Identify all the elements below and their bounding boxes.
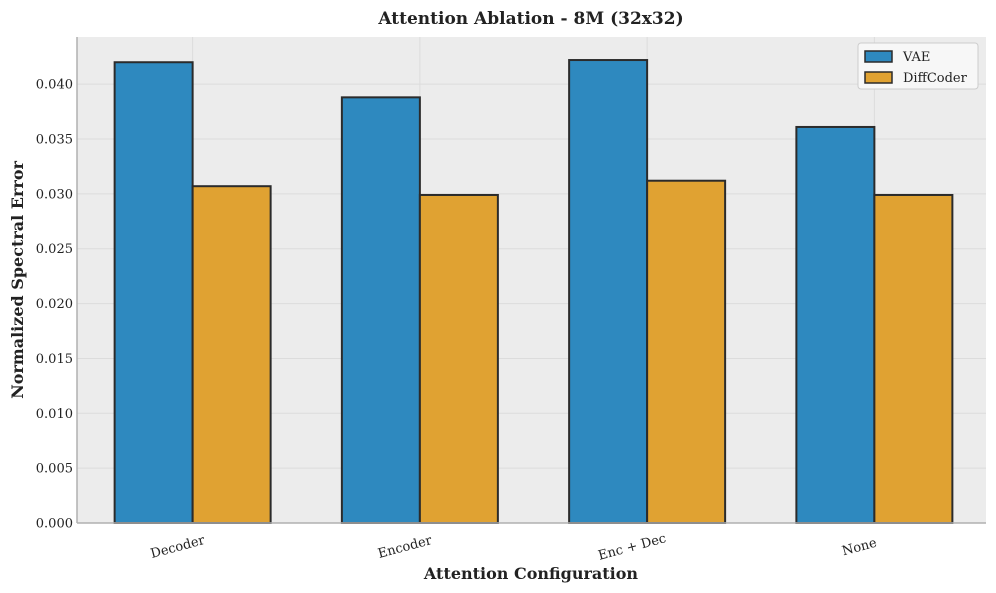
bar-vae-none xyxy=(795,125,876,524)
legend-swatch-diffcoder xyxy=(864,71,893,84)
legend-label-vae: VAE xyxy=(902,50,930,65)
legend-label-diffcoder: DiffCoder xyxy=(903,71,968,86)
y-tick-label: 0.005 xyxy=(36,462,73,477)
y-tick-label: 0.030 xyxy=(36,187,73,202)
legend-swatch-vae xyxy=(864,50,893,63)
x-tick-label: None xyxy=(841,536,879,560)
axes xyxy=(76,37,986,524)
bar-vae-enc-dec xyxy=(568,59,649,525)
y-tick-label: 0.035 xyxy=(36,133,73,148)
x-tick-label: Encoder xyxy=(376,533,434,562)
legend: VAE DiffCoder xyxy=(857,42,979,90)
y-tick-label: 0.010 xyxy=(36,407,73,422)
bar-diffcoder-encoder xyxy=(418,193,499,525)
y-axis-title: Normalized Spectral Error xyxy=(8,161,27,399)
y-tick-label: 0.015 xyxy=(36,352,73,367)
y-tick-label: 0.040 xyxy=(36,78,73,93)
bars xyxy=(113,59,954,525)
y-tick-label: 0.025 xyxy=(36,242,73,257)
chart-title: Attention Ablation - 8M (32x32) xyxy=(377,9,683,29)
bar-vae-encoder xyxy=(340,96,421,525)
bar-diffcoder-enc-dec xyxy=(646,179,727,524)
bar-vae-decoder xyxy=(113,61,194,524)
y-tick-label: 0.000 xyxy=(36,517,73,532)
x-tick-label: Decoder xyxy=(149,533,207,562)
x-axis-title: Attention Configuration xyxy=(423,564,639,583)
x-tick-label: Enc + Dec xyxy=(597,531,668,564)
bar-diffcoder-none xyxy=(873,193,954,525)
bar-diffcoder-decoder xyxy=(191,185,272,524)
y-tick-label: 0.020 xyxy=(36,297,73,312)
